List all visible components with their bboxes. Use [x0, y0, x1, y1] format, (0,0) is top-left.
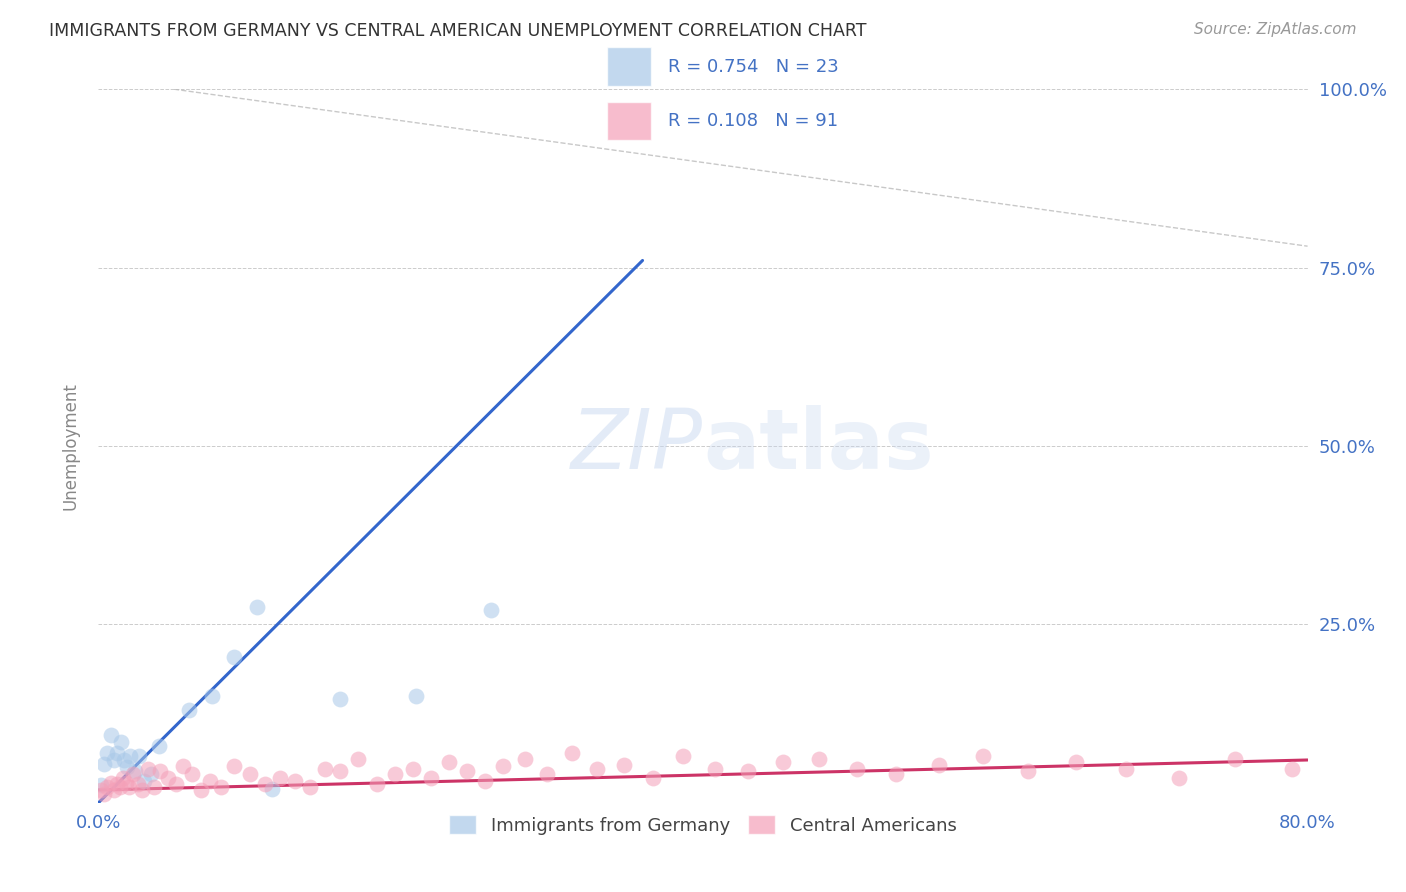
Point	[143, 780, 166, 794]
Point	[737, 764, 759, 779]
Point	[122, 767, 145, 781]
Point	[100, 728, 122, 742]
Point	[156, 771, 179, 785]
Point	[1066, 755, 1088, 769]
Point	[586, 762, 609, 776]
Point	[148, 739, 170, 753]
Point	[224, 758, 246, 772]
Point	[704, 762, 727, 776]
Text: R = 0.754   N = 23: R = 0.754 N = 23	[668, 58, 839, 76]
Point	[96, 780, 118, 794]
Point	[284, 773, 307, 788]
Point	[329, 764, 352, 779]
Point	[110, 735, 132, 749]
Point	[127, 776, 149, 790]
Point	[928, 758, 950, 772]
Point	[96, 746, 118, 760]
Y-axis label: Unemployment: Unemployment	[62, 382, 80, 510]
Point	[262, 781, 284, 796]
Point	[846, 762, 869, 776]
Point	[299, 780, 322, 794]
Point	[112, 753, 135, 767]
Point	[269, 771, 291, 785]
Point	[1168, 771, 1191, 785]
Text: ZIP: ZIP	[571, 406, 703, 486]
Point	[972, 748, 994, 763]
Point	[492, 758, 515, 772]
Point	[149, 764, 172, 779]
Point	[132, 774, 155, 789]
Point	[200, 773, 222, 788]
Point	[93, 756, 115, 771]
Point	[136, 762, 159, 776]
Point	[405, 689, 427, 703]
Point	[118, 780, 141, 794]
Point	[239, 767, 262, 781]
Point	[201, 689, 224, 703]
Text: R = 0.108   N = 91: R = 0.108 N = 91	[668, 112, 838, 130]
Point	[165, 776, 187, 790]
Point	[420, 771, 443, 785]
Text: atlas: atlas	[703, 406, 934, 486]
FancyBboxPatch shape	[607, 47, 651, 86]
Point	[103, 753, 125, 767]
Point	[124, 764, 146, 778]
Point	[111, 771, 134, 785]
FancyBboxPatch shape	[607, 102, 651, 140]
Point	[643, 771, 665, 785]
Point	[224, 649, 246, 664]
Point	[141, 767, 163, 781]
Point	[115, 760, 138, 774]
Point	[536, 767, 558, 781]
Point	[172, 758, 194, 772]
Point	[1223, 751, 1246, 765]
Point	[772, 755, 794, 769]
Point	[253, 777, 276, 791]
Point	[560, 746, 582, 760]
Point	[384, 767, 406, 781]
Point	[314, 762, 336, 776]
Point	[90, 783, 112, 797]
Point	[105, 746, 128, 760]
Point	[209, 780, 232, 794]
Point	[672, 748, 695, 763]
Point	[886, 767, 908, 781]
Point	[808, 751, 831, 765]
Point	[437, 755, 460, 769]
Point	[93, 787, 115, 801]
Point	[366, 777, 388, 791]
Point	[190, 783, 212, 797]
Point	[402, 762, 425, 776]
Point	[1017, 764, 1039, 779]
Point	[128, 749, 150, 764]
Point	[181, 767, 204, 781]
Text: IMMIGRANTS FROM GERMANY VS CENTRAL AMERICAN UNEMPLOYMENT CORRELATION CHART: IMMIGRANTS FROM GERMANY VS CENTRAL AMERI…	[49, 22, 866, 40]
Point	[100, 776, 122, 790]
Point	[90, 778, 112, 792]
Point	[613, 758, 636, 772]
Point	[1281, 762, 1303, 776]
Point	[120, 749, 142, 764]
Point	[513, 751, 536, 765]
Legend: Immigrants from Germany, Central Americans: Immigrants from Germany, Central America…	[440, 806, 966, 844]
Point	[246, 599, 269, 614]
Point	[347, 751, 370, 765]
Point	[114, 776, 136, 790]
Point	[474, 773, 496, 788]
Point	[329, 692, 352, 706]
Text: Source: ZipAtlas.com: Source: ZipAtlas.com	[1194, 22, 1357, 37]
Point	[108, 780, 131, 794]
Point	[105, 777, 128, 791]
Point	[456, 764, 478, 779]
Point	[179, 703, 201, 717]
Point	[481, 603, 503, 617]
Point	[131, 783, 153, 797]
Point	[103, 783, 125, 797]
Point	[1115, 762, 1137, 776]
